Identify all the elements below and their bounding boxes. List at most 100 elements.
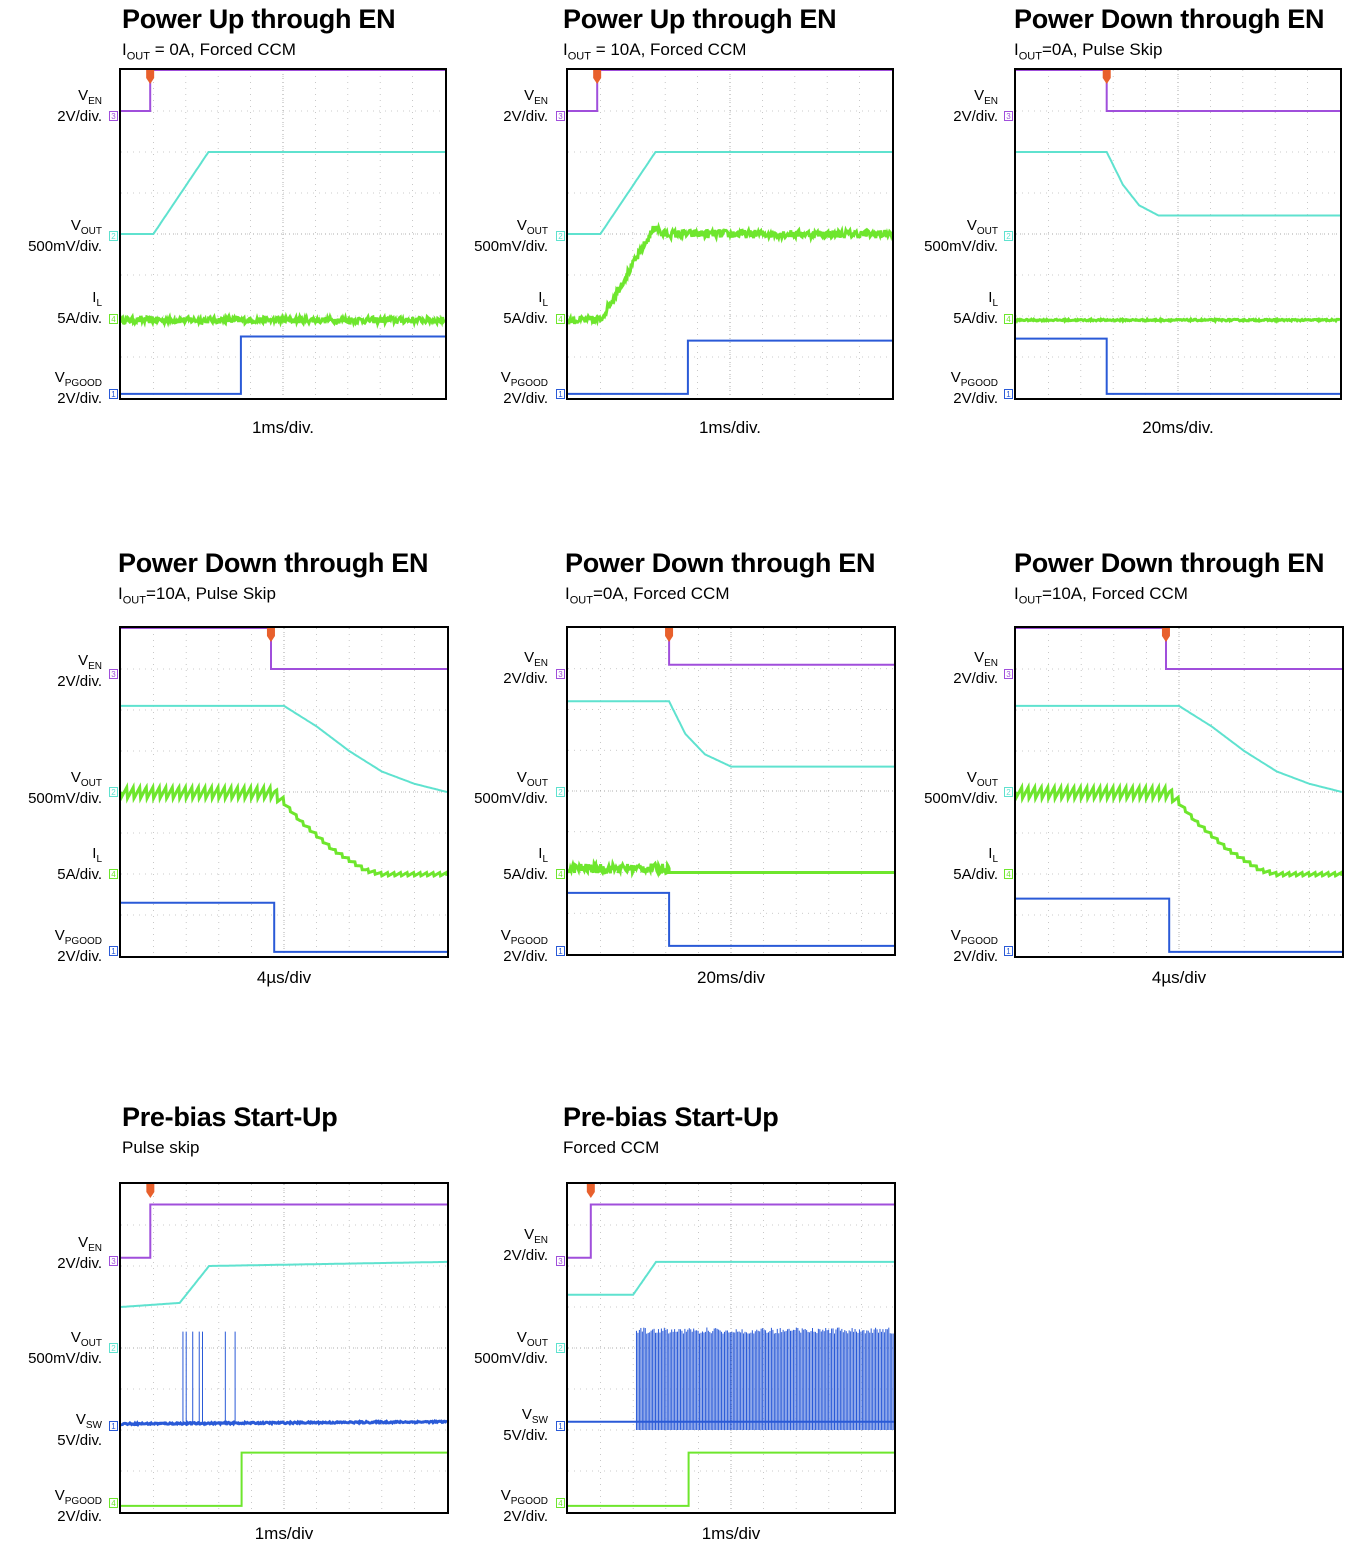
chart-title: Power Up through EN <box>122 4 396 34</box>
trace-vpgood <box>1016 337 1340 395</box>
channel-subscript: EN <box>88 661 102 672</box>
chart-title: Power Down through EN <box>118 548 429 578</box>
channel-subscript: L <box>542 854 548 865</box>
channel-label-il: IL 5A/div. <box>503 846 548 882</box>
channel-subscript: PGOOD <box>510 1496 548 1507</box>
channel-subscript: OUT <box>976 226 998 237</box>
scope-screen <box>566 68 894 400</box>
channel-label-vout: VOUT 500mV/div. <box>28 218 102 254</box>
channel-subscript: SW <box>531 1415 548 1426</box>
channel-symbol: V <box>521 1406 532 1423</box>
channel-scale: 500mV/div. <box>924 238 998 255</box>
trace-vout <box>568 700 894 768</box>
trace-il <box>121 782 447 878</box>
subtitle-main: I <box>565 584 570 603</box>
channel-label-ven: VEN 2V/div. <box>953 650 998 686</box>
channel-label-vout: VOUT 500mV/div. <box>924 218 998 254</box>
channel-scale: 500mV/div. <box>474 1350 548 1367</box>
channel-marker: 1 <box>556 389 565 399</box>
trace-il <box>1016 782 1342 878</box>
scope-plot <box>568 628 894 954</box>
chart-title: Pre-bias Start-Up <box>122 1102 338 1132</box>
channel-symbol: V <box>524 87 535 104</box>
trace-vout <box>568 151 892 235</box>
channel-subscript: OUT <box>80 1338 102 1349</box>
channel-scale: 5A/div. <box>503 866 548 883</box>
channel-marker: 4 <box>109 869 118 879</box>
channel-marker: 3 <box>1004 669 1013 679</box>
chart-subtitle: Pulse skip <box>122 1138 199 1160</box>
channel-label-vout: VOUT 500mV/div. <box>474 218 548 254</box>
channel-subscript: EN <box>88 1243 102 1254</box>
timebase-label: 4µs/div <box>1151 968 1207 987</box>
scope-screen <box>119 1182 449 1514</box>
timebase-label: 4µs/div <box>256 968 312 987</box>
subtitle-rest: =0A, Pulse Skip <box>1041 40 1163 59</box>
channel-label-il: IL 5A/div. <box>953 846 998 882</box>
channel-label-vout: VOUT 500mV/div. <box>924 770 998 806</box>
trace-il <box>568 858 894 879</box>
trace-ven <box>668 628 894 666</box>
channel-scale: 2V/div. <box>953 670 998 687</box>
channel-marker: 1 <box>109 389 118 399</box>
channel-subscript: OUT <box>80 226 102 237</box>
scope-plot <box>568 70 892 398</box>
trigger-marker <box>1161 628 1170 642</box>
channel-label-ven: VEN 2V/div. <box>503 88 548 124</box>
channel-subscript: L <box>992 854 998 865</box>
channel-scale: 500mV/div. <box>28 790 102 807</box>
trace-il <box>121 311 445 329</box>
subtitle-subscript: OUT <box>1018 50 1042 63</box>
channel-symbol: V <box>70 1329 81 1346</box>
chart-title: Power Down through EN <box>1014 4 1325 34</box>
channel-scale: 2V/div. <box>953 948 998 965</box>
scope-screen <box>1014 626 1344 958</box>
trace-ven <box>121 628 447 670</box>
subtitle-subscript: OUT <box>126 50 150 63</box>
subtitle-subscript: OUT <box>1018 594 1042 607</box>
channel-subscript: OUT <box>526 1338 548 1349</box>
scope-plot <box>568 1184 894 1512</box>
channel-label-vpgood: VPGOOD 2V/div. <box>55 928 102 964</box>
channel-marker: 1 <box>556 1421 565 1431</box>
channel-scale: 5A/div. <box>57 310 102 327</box>
channel-symbol: V <box>974 87 985 104</box>
channel-symbol: I <box>988 845 993 862</box>
channel-scale: 2V/div. <box>953 390 998 407</box>
trace-vout <box>1016 704 1342 793</box>
channel-symbol: I <box>92 845 97 862</box>
scope-plot <box>121 1184 447 1512</box>
channel-symbol: V <box>78 1234 89 1251</box>
channel-marker: 2 <box>1004 231 1013 241</box>
channel-symbol: V <box>54 1487 65 1504</box>
channel-scale: 500mV/div. <box>924 790 998 807</box>
chart-subtitle: IOUT=0A, Pulse Skip <box>1014 40 1162 62</box>
scope-screen <box>119 68 447 400</box>
subtitle-subscript: OUT <box>122 594 146 607</box>
timebase-label: 1ms/div <box>254 1524 314 1543</box>
trace-vout <box>121 151 445 235</box>
channel-marker: 1 <box>1004 946 1013 956</box>
channel-marker: 4 <box>109 314 118 324</box>
scope-plot <box>121 70 445 398</box>
channel-marker: 2 <box>1004 787 1013 797</box>
trace-vpgood <box>121 901 447 953</box>
timebase-label: 1ms/div. <box>698 418 762 437</box>
channel-symbol: V <box>966 769 977 786</box>
channel-label-vpgood: VPGOOD 2V/div. <box>951 370 998 406</box>
channel-subscript: OUT <box>526 226 548 237</box>
trace-vout <box>1016 151 1340 217</box>
timebase-label: 20ms/div <box>696 968 766 987</box>
channel-symbol: V <box>70 769 81 786</box>
trace-ven <box>121 1203 447 1259</box>
subtitle-main: I <box>122 40 127 59</box>
channel-scale: 2V/div. <box>57 1508 102 1525</box>
chart-subtitle: IOUT = 10A, Forced CCM <box>563 40 746 62</box>
trigger-marker <box>146 1184 155 1198</box>
trace-vpgood <box>568 1451 894 1507</box>
channel-scale: 2V/div. <box>57 948 102 965</box>
channel-label-il: IL 5A/div. <box>57 846 102 882</box>
channel-symbol: V <box>516 1329 527 1346</box>
channel-symbol: V <box>974 649 985 666</box>
